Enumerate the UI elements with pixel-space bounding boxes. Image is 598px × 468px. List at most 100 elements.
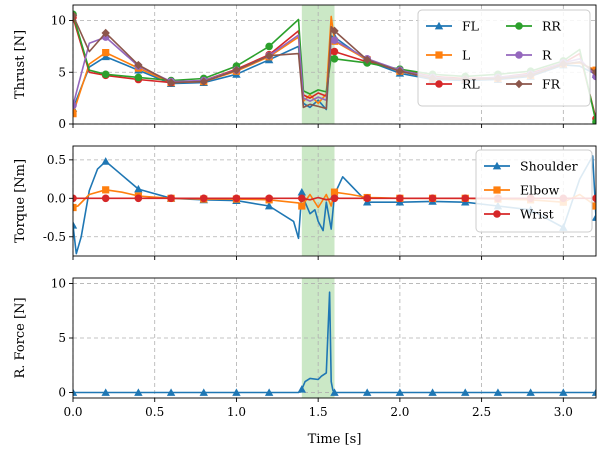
data-point	[362, 388, 372, 396]
legend-label: L	[462, 48, 470, 63]
data-point	[330, 55, 339, 63]
data-point	[592, 202, 596, 210]
legend-box	[417, 9, 591, 107]
x-axis-label: Time [s]	[308, 432, 362, 447]
data-point	[166, 388, 176, 396]
x-tick-label: 0.5	[145, 405, 164, 419]
data-point	[592, 194, 596, 203]
data-point	[330, 188, 339, 196]
data-point	[73, 194, 77, 203]
data-point	[101, 194, 110, 203]
data-point	[330, 47, 339, 56]
legend-marker	[434, 21, 444, 30]
x-tick-label: 2.0	[390, 405, 409, 419]
data-point	[73, 101, 77, 110]
data-point	[362, 55, 372, 65]
y-tick-label: 5	[58, 331, 66, 345]
data-point	[73, 203, 77, 212]
panel-2: -0.5 0.0 0.5 Torque [Nm] Shoulder Elbow Wrist	[13, 145, 597, 260]
legend-label: Wrist	[520, 207, 554, 222]
data-point	[264, 51, 274, 60]
data-point	[298, 202, 306, 210]
y-tick-label: 0	[58, 386, 66, 400]
data-point	[166, 78, 176, 87]
legend-marker	[515, 22, 523, 30]
data-point	[461, 194, 470, 203]
data-point	[591, 68, 596, 77]
data-point	[363, 194, 371, 203]
legend-item: Shoulder	[484, 159, 578, 174]
legend-item: R	[506, 48, 552, 63]
legend-marker	[514, 79, 524, 89]
legend-label: FR	[542, 77, 561, 92]
legend-label: Shoulder	[520, 159, 578, 174]
data-point	[592, 118, 596, 124]
data-point	[298, 194, 306, 203]
legend-item: RR	[506, 19, 561, 34]
legend-label: RL	[462, 77, 480, 92]
x-tick-label: 0.0	[63, 405, 82, 419]
legend-marker	[515, 51, 523, 59]
axes-frame	[72, 145, 597, 257]
data-point	[101, 157, 110, 165]
data-point	[264, 201, 274, 210]
data-point	[591, 388, 596, 396]
data-point	[134, 388, 143, 396]
legend-marker	[493, 186, 501, 194]
legend-label: FL	[462, 19, 479, 34]
legend-item: RL	[426, 77, 480, 92]
x-tick-label: 3.0	[554, 405, 573, 419]
axes-frame	[72, 4, 597, 125]
legend-marker	[435, 51, 443, 59]
data-point	[101, 52, 110, 61]
legend-item: FR	[506, 77, 561, 92]
series-group	[73, 291, 596, 396]
series-line-rforce	[73, 291, 596, 394]
x-tick-label: 2.5	[472, 405, 491, 419]
data-point	[102, 49, 110, 57]
data-point	[232, 65, 241, 75]
y-tick-label: 5	[58, 65, 66, 79]
data-point	[428, 388, 437, 396]
data-point	[330, 388, 339, 396]
data-point	[526, 388, 535, 396]
data-point	[232, 388, 241, 396]
y-tick-label: -0.5	[43, 230, 66, 244]
data-point	[428, 194, 437, 203]
x-tick-label: 1.0	[227, 405, 246, 419]
data-point	[134, 184, 143, 193]
data-point	[232, 194, 241, 203]
data-point	[134, 73, 143, 82]
legend-label: RR	[542, 19, 561, 34]
data-point	[101, 28, 110, 38]
data-point	[101, 388, 110, 396]
data-point	[330, 194, 339, 203]
data-point	[73, 388, 78, 396]
data-point	[396, 194, 404, 203]
legend-box	[475, 149, 593, 233]
data-point	[330, 26, 339, 36]
data-point	[199, 77, 208, 86]
legend-marker	[435, 80, 443, 88]
legend-item: L	[426, 48, 470, 63]
data-point	[73, 11, 78, 20]
data-point	[134, 194, 143, 203]
data-point	[395, 67, 405, 76]
data-point	[265, 42, 273, 51]
data-point	[102, 186, 110, 194]
legend-item: Elbow	[484, 183, 560, 198]
data-point	[73, 110, 77, 118]
data-point	[297, 385, 307, 393]
data-point	[167, 194, 175, 203]
data-point	[559, 388, 568, 396]
data-point	[73, 221, 78, 229]
y-tick-label: 0	[58, 117, 66, 131]
legend-marker	[492, 161, 502, 170]
data-point	[493, 388, 503, 396]
data-point	[134, 60, 143, 70]
y-axis-label: Thrust [N]	[13, 30, 28, 99]
y-tick-label: 0.0	[47, 191, 66, 205]
